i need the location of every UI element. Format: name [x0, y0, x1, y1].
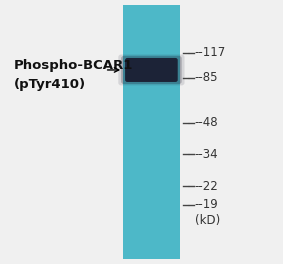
Text: (kD): (kD)	[195, 214, 220, 227]
Text: --19: --19	[195, 198, 218, 211]
FancyBboxPatch shape	[125, 58, 178, 82]
FancyBboxPatch shape	[118, 54, 185, 86]
Text: --34: --34	[195, 148, 218, 161]
Text: --22: --22	[195, 180, 218, 193]
Text: Phospho-BCAR1: Phospho-BCAR1	[14, 59, 134, 73]
Text: --48: --48	[195, 116, 218, 129]
FancyBboxPatch shape	[121, 56, 182, 84]
Text: (pTyr410): (pTyr410)	[14, 78, 86, 91]
Text: --85: --85	[195, 71, 218, 84]
Bar	[123, 5, 180, 259]
Text: --117: --117	[195, 46, 226, 59]
